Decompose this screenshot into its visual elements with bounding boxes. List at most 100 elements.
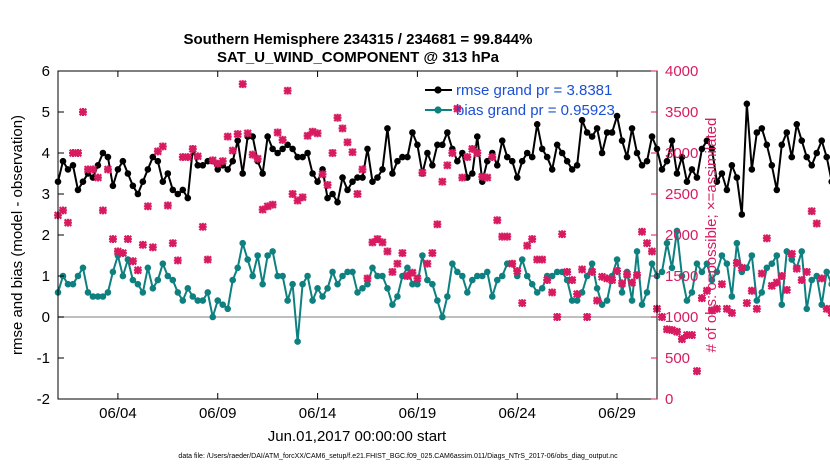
- obs-assimilated-marker-glyph: [258, 205, 267, 214]
- rmse-point: [114, 166, 122, 173]
- bias-point: [389, 301, 396, 309]
- obs-assimilated-marker-glyph: [313, 129, 322, 138]
- obs-assimilated-marker-glyph: [293, 196, 302, 205]
- obs-assimilated-marker: [503, 232, 512, 241]
- obs-assimilated-marker: [737, 263, 746, 272]
- obs-assimilated-marker: [508, 259, 517, 268]
- y-axis-right: 0 500 1000 1500 2000 2500 3000 3500 4000: [651, 63, 698, 408]
- obs-assimilated-marker-glyph: [563, 267, 572, 276]
- rmse-point: [199, 162, 207, 169]
- bias-point: [823, 268, 830, 276]
- bias-point: [134, 280, 142, 288]
- bias-point: [663, 239, 671, 247]
- obs-assimilated-marker: [98, 206, 108, 215]
- obs-assimilated-marker: [328, 148, 337, 158]
- obs-assimilated-marker: [128, 257, 137, 266]
- rmse-point: [384, 125, 391, 132]
- obs-assimilated-marker-glyph: [538, 255, 547, 264]
- bias-point: [658, 268, 666, 276]
- obs-assimilated-marker: [308, 127, 317, 136]
- bias-point: [399, 272, 406, 280]
- bias-point: [119, 272, 127, 280]
- rmse-point: [394, 157, 401, 165]
- rmse-point: [663, 157, 671, 165]
- obs-assimilated-marker-glyph: [323, 180, 332, 190]
- obs-assimilated-marker-glyph: [752, 304, 761, 313]
- obs-assimilated-marker-glyph: [717, 280, 726, 289]
- obs-assimilated-marker-glyph: [418, 168, 427, 177]
- bias-point: [638, 301, 646, 309]
- obs-assimilated-marker-glyph: [253, 154, 262, 163]
- bias-point: [179, 297, 187, 304]
- obs-assimilated-marker-glyph: [438, 177, 447, 186]
- obs-assimilated-marker: [473, 148, 482, 158]
- obs-assimilated-marker-glyph: [193, 152, 202, 161]
- rmse-point: [583, 129, 591, 136]
- rmse-point: [159, 178, 167, 185]
- rmse-point: [618, 137, 626, 144]
- rmse-point: [144, 166, 152, 173]
- rmse-point: [568, 166, 576, 173]
- obs-assimilated-marker-glyph: [558, 230, 567, 239]
- rmse-point: [319, 166, 326, 173]
- y2-tick-label: 2500: [665, 186, 698, 203]
- bias-point: [234, 264, 241, 272]
- obs-assimilated-series: [53, 80, 830, 376]
- bias-point: [513, 272, 521, 280]
- obs-assimilated-marker: [163, 201, 172, 210]
- rmse-point: [289, 145, 296, 153]
- obs-assimilated-marker-glyph: [622, 270, 632, 279]
- obs-assimilated-marker: [273, 128, 282, 137]
- obs-assimilated-marker-glyph: [493, 216, 502, 225]
- bias-point: [184, 285, 192, 292]
- obs-assimilated-marker-glyph: [588, 267, 597, 276]
- rmse-point: [748, 166, 756, 173]
- rmse-point: [728, 162, 736, 169]
- obs-assimilated-marker-glyph: [423, 259, 432, 268]
- bias-point: [259, 280, 266, 288]
- obs-assimilated-marker-glyph: [363, 274, 372, 283]
- rmse-point: [234, 137, 241, 144]
- obs-assimilated-marker: [288, 189, 297, 199]
- bias-point: [753, 297, 761, 304]
- obs-assimilated-marker: [303, 131, 312, 140]
- bias-point: [319, 293, 326, 300]
- bias-point: [314, 285, 321, 292]
- obs-assimilated-marker-glyph: [822, 304, 830, 313]
- obs-assimilated-marker-glyph: [642, 239, 652, 248]
- obs-assimilated-marker-glyph: [578, 265, 587, 274]
- y-tick-label: -2: [37, 391, 50, 408]
- rmse-point: [79, 178, 87, 185]
- obs-assimilated-marker: [263, 202, 272, 211]
- obs-assimilated-marker: [612, 267, 622, 276]
- rmse-point: [149, 153, 157, 161]
- bias-point: [99, 293, 107, 300]
- bias-point: [778, 301, 786, 309]
- obs-assimilated-marker: [802, 267, 811, 276]
- rmse-point: [543, 153, 551, 161]
- bias-point: [324, 285, 331, 292]
- rmse-point: [104, 153, 112, 161]
- bias-point: [533, 289, 541, 296]
- obs-assimilated-marker-glyph: [78, 107, 88, 117]
- rmse-point: [309, 170, 316, 177]
- obs-assimilated-marker-glyph: [458, 173, 467, 182]
- obs-assimilated-marker: [278, 135, 287, 144]
- rmse-point: [518, 157, 526, 165]
- obs-assimilated-marker-glyph: [672, 327, 682, 336]
- obs-assimilated-marker: [583, 312, 592, 322]
- rmse-point: [124, 170, 132, 177]
- bias-point: [394, 293, 401, 300]
- bias-point: [214, 297, 222, 304]
- rmse-series: [54, 100, 830, 218]
- obs-assimilated-marker-glyph: [607, 276, 617, 285]
- obs-assimilated-marker: [118, 248, 127, 258]
- bias-point: [209, 313, 217, 321]
- rmse-point: [354, 174, 361, 181]
- bias-point: [568, 297, 576, 304]
- bias-point: [743, 264, 751, 272]
- obs-assimilated-marker: [632, 271, 642, 280]
- bias-point: [643, 289, 651, 296]
- bias-point: [708, 276, 716, 284]
